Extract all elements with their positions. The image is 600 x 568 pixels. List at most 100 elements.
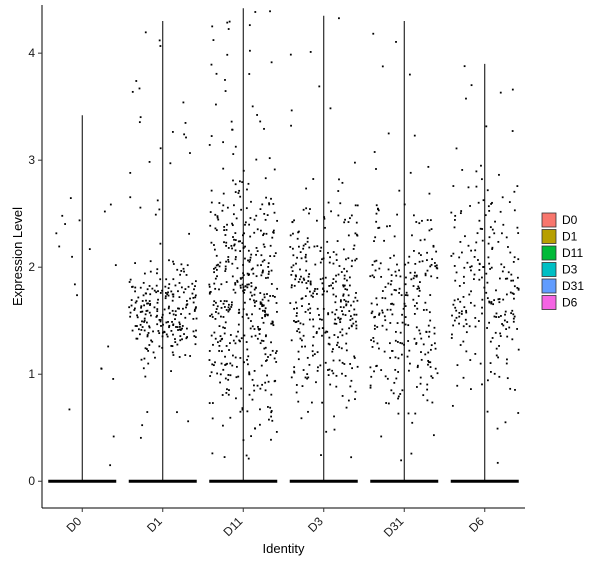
data-point (227, 28, 230, 30)
data-point (298, 278, 301, 281)
data-point (347, 300, 350, 303)
data-point (166, 335, 169, 338)
data-point (299, 322, 302, 325)
data-point (415, 274, 418, 277)
data-point (68, 408, 71, 411)
data-point (260, 264, 262, 267)
data-point (223, 456, 226, 458)
data-point (506, 358, 508, 361)
data-point (418, 252, 420, 255)
data-point (139, 311, 142, 313)
data-point (309, 312, 311, 314)
data-point (261, 305, 264, 307)
data-point (426, 219, 429, 221)
data-point (381, 297, 384, 299)
data-point (424, 301, 427, 304)
data-point (242, 246, 245, 249)
data-point (513, 256, 516, 259)
data-point (270, 283, 273, 285)
data-point (459, 344, 462, 346)
data-point (241, 408, 244, 411)
data-point (346, 270, 348, 273)
data-point (399, 275, 402, 278)
data-point (415, 326, 418, 329)
data-point (178, 282, 181, 284)
data-point (403, 203, 406, 206)
data-point (517, 412, 520, 414)
data-point (139, 206, 142, 209)
data-point (225, 241, 228, 244)
data-point (496, 427, 499, 430)
data-point (497, 356, 500, 359)
data-point (351, 317, 354, 320)
data-point (258, 333, 261, 335)
data-point (490, 370, 492, 373)
data-point (112, 435, 115, 438)
data-point (458, 256, 461, 259)
data-point (369, 275, 372, 278)
data-point (498, 301, 501, 304)
data-point (244, 221, 247, 224)
data-point (393, 381, 396, 384)
data-point (158, 39, 161, 42)
data-point (373, 324, 376, 327)
data-point (213, 300, 216, 303)
data-point (262, 232, 265, 235)
data-point (175, 326, 177, 328)
data-point (148, 325, 151, 328)
data-point (327, 369, 329, 371)
data-point (249, 259, 252, 261)
data-point (511, 338, 514, 341)
data-point (223, 306, 226, 308)
data-point (146, 334, 149, 336)
data-point (222, 204, 225, 207)
data-point (137, 296, 140, 299)
data-point (404, 283, 407, 286)
data-point (384, 375, 387, 378)
data-point (374, 269, 377, 272)
data-point (512, 293, 515, 295)
data-point (383, 315, 386, 318)
data-point (319, 261, 322, 264)
data-point (269, 353, 272, 356)
data-point (109, 464, 112, 467)
data-point (129, 171, 132, 174)
x-tick-label: D1 (144, 514, 165, 535)
y-tick-label: 3 (28, 153, 35, 167)
data-point (418, 260, 421, 263)
data-point (243, 289, 246, 291)
data-point (271, 322, 274, 325)
legend-label-D0: D0 (562, 213, 578, 227)
data-point (413, 304, 416, 307)
data-point (350, 304, 352, 307)
data-point (369, 386, 372, 389)
data-point (351, 259, 354, 262)
data-point (338, 359, 341, 362)
data-point (264, 311, 266, 313)
legend-label-D6: D6 (562, 296, 578, 310)
data-point (430, 275, 433, 278)
data-point (146, 348, 148, 350)
data-point (237, 330, 239, 333)
data-point (303, 278, 306, 281)
data-point (302, 247, 305, 250)
data-point (424, 274, 427, 277)
data-point (156, 308, 159, 310)
data-point (290, 376, 293, 379)
data-point (186, 264, 189, 267)
data-point (342, 294, 345, 297)
data-point (426, 269, 429, 272)
data-point (488, 262, 491, 265)
data-point (309, 282, 312, 285)
data-point (309, 280, 312, 283)
data-point (254, 427, 256, 430)
data-point (509, 291, 512, 294)
data-point (55, 232, 58, 235)
data-point (264, 307, 267, 310)
data-point (259, 120, 262, 123)
data-point (420, 351, 422, 353)
data-point (373, 240, 375, 243)
data-point (253, 293, 256, 296)
data-point (327, 251, 329, 254)
data-point (354, 296, 357, 299)
